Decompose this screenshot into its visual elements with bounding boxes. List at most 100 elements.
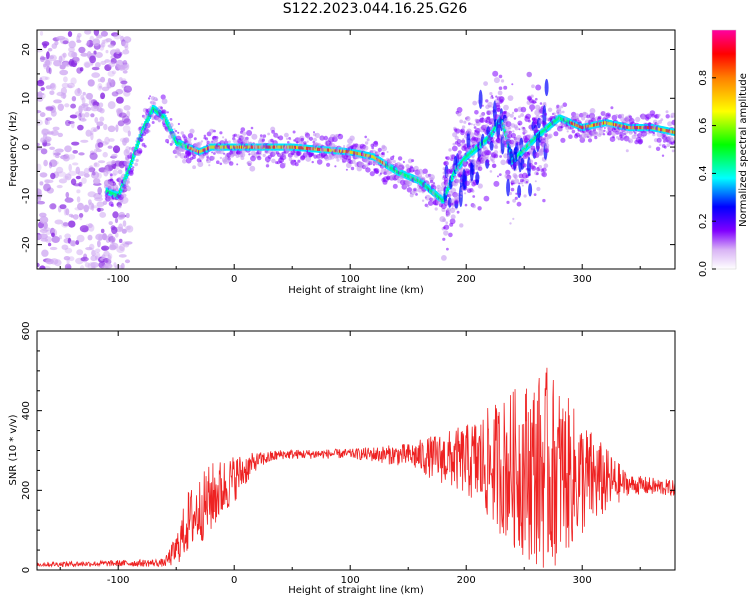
noise-blob bbox=[98, 160, 106, 164]
noise-blob bbox=[112, 169, 119, 176]
ridge-halo bbox=[648, 145, 652, 149]
noise-blob bbox=[71, 96, 77, 102]
x-tick-label: 0 bbox=[231, 575, 237, 586]
ridge-halo bbox=[594, 136, 598, 140]
ridge-halo bbox=[271, 130, 275, 134]
ridge-halo bbox=[462, 137, 465, 140]
ridge-halo bbox=[525, 180, 528, 184]
ridge-halo bbox=[512, 173, 518, 178]
noise-blob bbox=[96, 125, 101, 130]
ridge-halo bbox=[373, 168, 380, 174]
ridge-halo bbox=[292, 130, 296, 134]
ridge-halo bbox=[192, 165, 197, 170]
noise-blob bbox=[39, 228, 48, 233]
ridge-halo bbox=[262, 134, 267, 138]
noise-blob bbox=[114, 265, 124, 269]
ridge-halo bbox=[232, 138, 238, 144]
ridge-halo bbox=[427, 200, 434, 206]
ridge-halo bbox=[492, 163, 497, 168]
ridge-halo bbox=[473, 171, 476, 175]
colorbar-tick-label: 0.4 bbox=[698, 165, 709, 181]
ridge-halo bbox=[489, 170, 493, 173]
ridge-halo bbox=[134, 162, 139, 167]
noise-blob bbox=[51, 236, 60, 243]
noise-blob bbox=[59, 204, 67, 210]
ridge-halo bbox=[316, 159, 323, 165]
ridge-halo bbox=[602, 133, 606, 136]
ridge-halo bbox=[213, 152, 216, 155]
ridge-halo bbox=[502, 137, 506, 140]
ridge-halo bbox=[303, 142, 307, 145]
ridge-halo bbox=[405, 164, 410, 169]
noise-blob bbox=[64, 103, 70, 108]
noise-blob bbox=[120, 80, 128, 85]
noise-blob bbox=[101, 265, 109, 269]
ridge-halo bbox=[129, 167, 134, 173]
noise-blob bbox=[90, 113, 95, 118]
noise-blob bbox=[123, 137, 130, 144]
ridge-halo bbox=[397, 156, 403, 161]
colorbar-tick-label: 0.6 bbox=[698, 118, 709, 134]
noise-blob bbox=[87, 191, 97, 198]
ridge-halo bbox=[459, 119, 464, 124]
ridge-halo bbox=[377, 147, 382, 152]
noise-blob bbox=[105, 235, 111, 243]
ridge-halo bbox=[465, 116, 471, 122]
ridge-halo bbox=[106, 195, 112, 201]
noise-blob bbox=[50, 172, 56, 180]
ridge-halo bbox=[354, 143, 359, 148]
ridge-halo bbox=[112, 180, 115, 184]
ridge-halo bbox=[442, 218, 447, 223]
ridge-halo bbox=[607, 131, 612, 136]
ridge-halo bbox=[610, 106, 614, 110]
ridge-halo bbox=[197, 161, 204, 168]
y-tick-label: 200 bbox=[21, 481, 32, 500]
noise-blob bbox=[88, 167, 96, 173]
ridge-halo bbox=[483, 195, 490, 202]
noise-blob bbox=[87, 79, 95, 87]
ridge-halo bbox=[533, 193, 537, 197]
ridge-halo bbox=[371, 146, 375, 150]
ridge-halo bbox=[143, 128, 150, 134]
noise-blob bbox=[94, 255, 99, 261]
ridge-halo bbox=[392, 183, 398, 189]
ridge-halo bbox=[236, 163, 239, 166]
ridge-halo bbox=[464, 180, 470, 186]
ridge-halo bbox=[443, 224, 450, 230]
ridge-halo bbox=[492, 160, 495, 164]
noise-blob bbox=[41, 41, 50, 47]
noise-blob bbox=[84, 62, 91, 68]
noise-blob bbox=[44, 117, 49, 125]
noise-blob bbox=[108, 221, 113, 226]
ridge-halo bbox=[511, 111, 515, 115]
ridge-halo bbox=[518, 182, 521, 185]
ridge-halo bbox=[489, 92, 493, 96]
ridge-halo bbox=[472, 100, 478, 106]
ridge-halo bbox=[365, 167, 371, 173]
noise-blob bbox=[56, 166, 64, 174]
ridge-halo bbox=[460, 128, 465, 134]
noise-blob bbox=[94, 197, 103, 202]
noise-blob bbox=[100, 92, 106, 100]
ridge-halo bbox=[283, 153, 287, 157]
noise-blob bbox=[70, 60, 78, 68]
ridge-halo bbox=[224, 138, 227, 141]
ridge-halo bbox=[498, 173, 502, 177]
ridge-halo bbox=[628, 130, 633, 135]
noise-blob bbox=[76, 249, 84, 256]
y-tick-label: 0 bbox=[21, 567, 32, 573]
noise-blob bbox=[119, 77, 123, 82]
ridge-halo bbox=[649, 110, 656, 116]
ridge-halo bbox=[366, 138, 370, 142]
noise-blob bbox=[84, 30, 92, 35]
noise-blob bbox=[98, 85, 102, 89]
ridge-halo bbox=[442, 237, 446, 241]
noise-blob bbox=[111, 70, 117, 75]
ridge-halo bbox=[233, 133, 237, 137]
ridge-halo bbox=[460, 195, 463, 198]
ridge-halo bbox=[126, 180, 131, 184]
x-tick-label: 300 bbox=[573, 274, 592, 285]
noise-blob bbox=[57, 103, 64, 112]
snr-xlabel: Height of straight line (km) bbox=[288, 585, 424, 596]
ridge-halo bbox=[429, 179, 434, 184]
